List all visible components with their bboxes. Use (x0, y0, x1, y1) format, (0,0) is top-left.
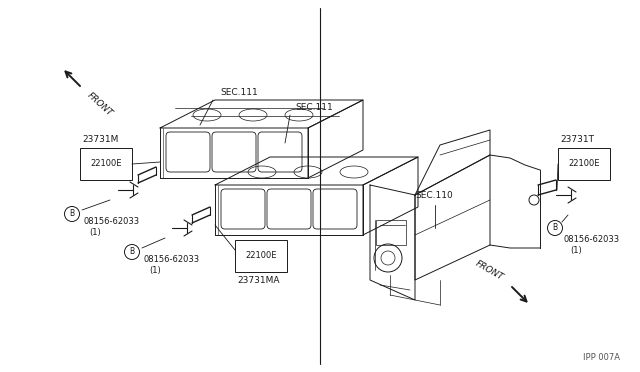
Text: B: B (69, 209, 75, 218)
Text: (1): (1) (570, 247, 582, 256)
Text: 08156-62033: 08156-62033 (83, 218, 139, 227)
Text: 23731T: 23731T (560, 135, 594, 144)
Text: SEC.111: SEC.111 (295, 103, 333, 112)
Text: 22100E: 22100E (568, 160, 600, 169)
Text: FRONT: FRONT (474, 259, 505, 282)
Text: FRONT: FRONT (85, 91, 114, 118)
Text: SEC.111: SEC.111 (220, 88, 258, 97)
Text: (1): (1) (89, 228, 101, 237)
Text: 22100E: 22100E (90, 160, 122, 169)
Text: 23731MA: 23731MA (237, 276, 280, 285)
Text: (1): (1) (149, 266, 161, 276)
Text: 23731M: 23731M (82, 135, 118, 144)
Text: 08156-62033: 08156-62033 (143, 256, 199, 264)
Text: 22100E: 22100E (245, 251, 276, 260)
Text: B: B (129, 247, 134, 257)
Text: 08156-62033: 08156-62033 (564, 235, 620, 244)
Text: B: B (552, 224, 557, 232)
Text: SEC.110: SEC.110 (415, 191, 452, 200)
Text: IPP 007A: IPP 007A (583, 353, 620, 362)
